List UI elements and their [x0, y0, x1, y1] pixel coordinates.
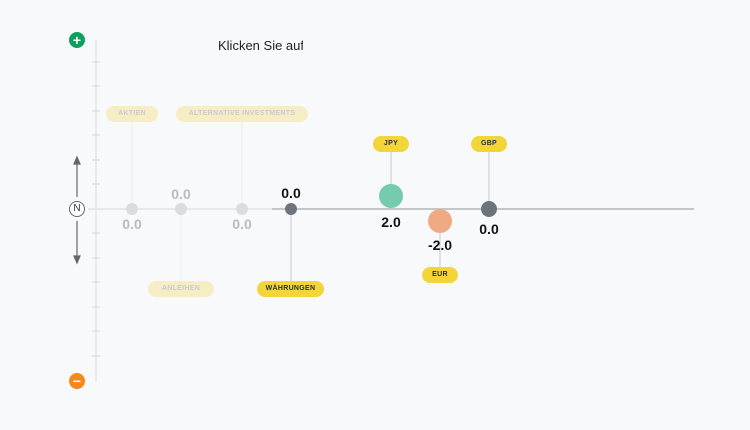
- tag-jpy[interactable]: JPY: [373, 136, 409, 152]
- instruction-text: Klicken Sie auf e: [218, 38, 303, 53]
- point-gbp[interactable]: [481, 201, 497, 217]
- tag-waehrungen[interactable]: WÄHRUNGEN: [257, 281, 324, 297]
- tag-gbp[interactable]: GBP: [471, 136, 507, 152]
- decrease-button[interactable]: −: [69, 373, 85, 389]
- value-waehrungen: 0.0: [281, 185, 301, 201]
- tag-anleihen[interactable]: ANLEIHEN: [148, 281, 214, 297]
- point-anleihen[interactable]: [175, 203, 187, 215]
- point-eur[interactable]: [428, 209, 452, 233]
- value-eur: -2.0: [427, 237, 453, 253]
- point-aktien[interactable]: [126, 203, 138, 215]
- scale-ticks: [92, 61, 100, 357]
- down-arrow-icon: [73, 221, 81, 265]
- value-aktien: 0.0: [122, 216, 142, 232]
- increase-button[interactable]: +: [69, 32, 85, 48]
- tag-alternative-investments[interactable]: ALTERNATIVE INVESTMENTS: [176, 106, 308, 122]
- up-arrow-icon: [73, 155, 81, 197]
- point-waehrungen[interactable]: [285, 203, 297, 215]
- value-jpy: 2.0: [381, 214, 401, 230]
- value-anleihen-top: 0.0: [171, 186, 191, 202]
- value-alternative-investments: 0.0: [232, 216, 252, 232]
- neutral-button[interactable]: N: [69, 201, 85, 217]
- tag-aktien[interactable]: AKTIEN: [106, 106, 158, 122]
- tag-eur[interactable]: EUR: [422, 267, 458, 283]
- value-gbp: 0.0: [479, 221, 499, 237]
- point-jpy[interactable]: [379, 184, 403, 208]
- point-alternative-investments[interactable]: [236, 203, 248, 215]
